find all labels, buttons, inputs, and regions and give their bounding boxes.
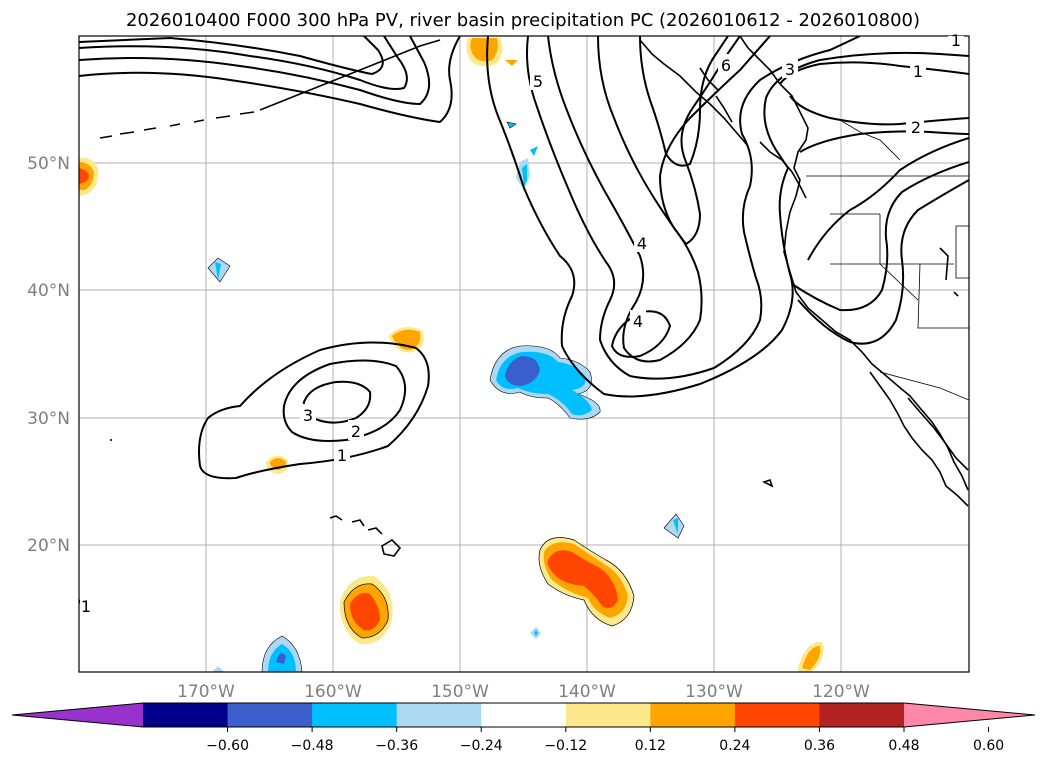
colorbar-segment <box>819 703 905 727</box>
colorbar-segment <box>734 703 820 727</box>
precip-shading <box>79 38 824 672</box>
contour-line-18 <box>791 161 969 312</box>
contour-line-2 <box>282 359 407 442</box>
longitude-labels: 170°W 160°W 150°W 140°W 130°W 120°W <box>177 682 870 702</box>
precip-blob-positive <box>339 575 393 645</box>
colorbar-segment <box>312 703 398 727</box>
colorbar-segment <box>481 703 567 727</box>
colorbar-extend-max <box>904 703 1035 727</box>
precip-blob-positive <box>466 38 518 67</box>
contour-line-19 <box>797 179 969 345</box>
colorbar-outline <box>11 702 1036 728</box>
precip-blob-positive <box>538 537 635 627</box>
contour-label: 1 <box>81 597 91 616</box>
contour-line-7 <box>79 36 384 76</box>
lon-label-130w: 130°W <box>685 682 743 702</box>
contour-line-15 <box>789 95 969 126</box>
contour-line-11 <box>610 310 672 358</box>
contour-line-16 <box>799 130 969 153</box>
contour-label: 1 <box>337 446 347 465</box>
colorbar-tick-label: −0.48 <box>291 738 334 754</box>
gridlines <box>79 36 969 672</box>
colorbar-segment <box>396 703 482 727</box>
contour-label: 2 <box>351 422 361 441</box>
precip-blob-positive <box>798 641 824 672</box>
precip-blob-negative <box>506 121 538 190</box>
contour-line-9 <box>526 36 861 380</box>
figure-title: 2026010400 F000 300 hPa PV, river basin … <box>126 10 920 31</box>
contour-line-10 <box>547 36 771 363</box>
lon-label-170w: 170°W <box>177 682 235 702</box>
contour-labels: 1 2 3 1 2 4 4 5 6 3 1 2 1 <box>80 31 964 616</box>
contour-line-8 <box>486 36 969 398</box>
colorbar-tick-label: 0.36 <box>804 738 835 754</box>
lon-label-150w: 150°W <box>431 682 489 702</box>
colorbar-tick-label: 0.60 <box>973 738 1004 754</box>
colorbar: −0.60 −0.48 −0.36 −0.24 −0.12 0.12 0.24 0.36 0.4… <box>11 702 1036 754</box>
contour-line-13 <box>639 36 729 167</box>
coastlines <box>99 36 969 557</box>
precip-blob-positive <box>79 157 99 196</box>
contour-label: 4 <box>637 234 647 253</box>
lon-label-140w: 140°W <box>558 682 616 702</box>
map-content <box>79 36 969 672</box>
colorbar-tick-label: −0.24 <box>460 738 503 754</box>
precip-blob-negative <box>212 666 224 672</box>
contour-line-6 <box>79 36 408 90</box>
contour-line-4 <box>79 36 461 124</box>
precip-blob-negative <box>530 627 541 639</box>
map-frame <box>78 35 970 673</box>
contour-line-12 <box>597 36 741 246</box>
lon-label-160w: 160°W <box>304 682 362 702</box>
borders <box>806 119 969 401</box>
colorbar-tick-label: −0.36 <box>375 738 418 754</box>
contour-label: 3 <box>785 60 795 79</box>
colorbar-tick-label: −0.12 <box>544 738 587 754</box>
precip-blob-negative <box>261 635 303 672</box>
colorbar-segment <box>143 703 229 727</box>
contour-label: 2 <box>911 118 921 137</box>
contour-label: 3 <box>303 406 313 425</box>
colorbar-segment <box>565 703 651 727</box>
contour-label: 1 <box>913 62 923 81</box>
colorbar-tick-label: −0.60 <box>206 738 249 754</box>
lat-label-30n: 30°N <box>27 409 70 429</box>
precip-blob-negative <box>207 257 231 283</box>
contour-line-5 <box>79 36 431 106</box>
colorbar-tick-label: 0.24 <box>719 738 750 754</box>
colorbar-segment <box>227 703 313 727</box>
contour-label: 6 <box>721 56 731 75</box>
lon-label-120w: 120°W <box>812 682 870 702</box>
colorbar-extend-min <box>12 703 143 727</box>
pv-contours <box>79 36 969 613</box>
contour-label: 5 <box>533 72 543 91</box>
precip-blob-positive <box>388 327 424 353</box>
colorbar-segment <box>650 703 736 727</box>
contour-line-1 <box>198 341 430 480</box>
precip-blob-negative <box>663 513 685 539</box>
contour-label: 1 <box>951 31 961 50</box>
colorbar-tick-label: 0.12 <box>635 738 666 754</box>
colorbar-tick-label: 0.48 <box>888 738 919 754</box>
lat-label-20n: 20°N <box>27 536 70 556</box>
contour-label: 4 <box>633 312 643 331</box>
lat-label-40n: 40°N <box>27 281 70 301</box>
latitude-labels: 50°N 40°N 30°N 20°N <box>27 154 70 556</box>
contour-line-17 <box>807 137 969 261</box>
lat-label-50n: 50°N <box>27 154 70 174</box>
